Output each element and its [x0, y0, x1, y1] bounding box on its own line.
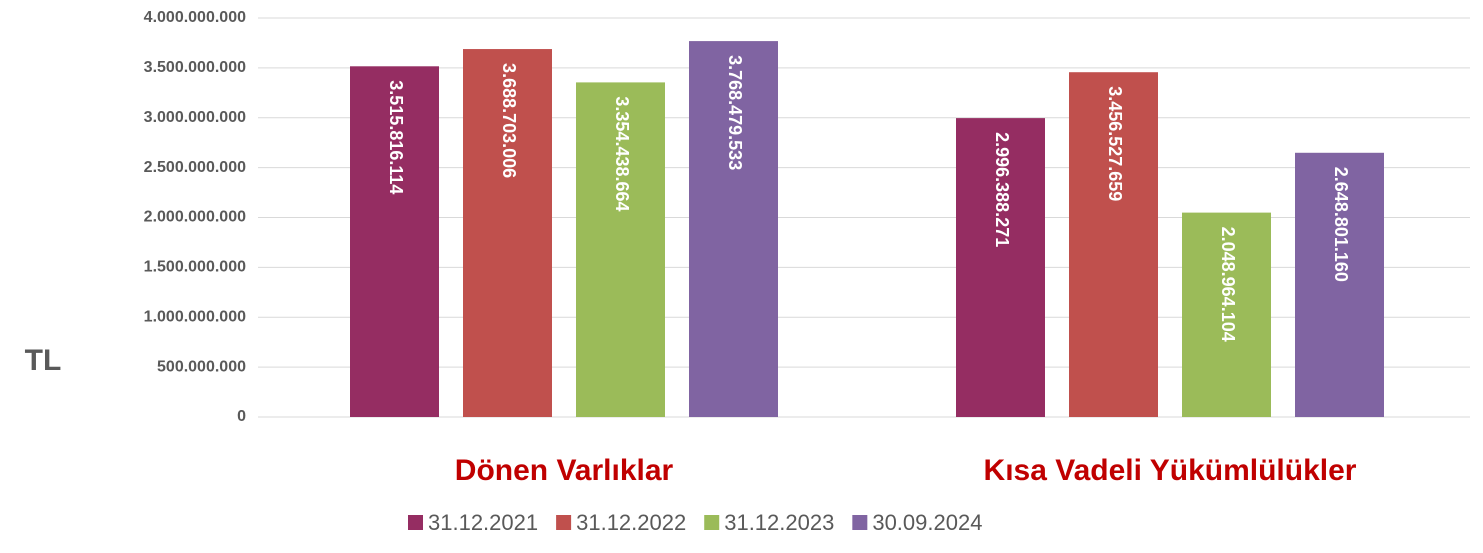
category-label: Kısa Vadeli Yükümlülükler: [984, 454, 1357, 487]
bar: [689, 41, 778, 417]
bar: [576, 82, 665, 417]
y-tick-label: 1.500.000.000: [144, 259, 246, 276]
legend-swatch: [852, 515, 868, 530]
legend-swatch: [408, 515, 423, 530]
legend-label: 31.12.2023: [724, 510, 834, 535]
legend-label: 31.12.2021: [428, 510, 538, 535]
bar: [956, 118, 1045, 418]
y-tick-label: 2.000.000.000: [144, 209, 246, 226]
data-label: 3.688.703.006: [499, 63, 519, 178]
y-tick-label: 500.000.000: [157, 358, 246, 375]
bar: [1295, 152, 1384, 417]
legend-label: 31.12.2022: [576, 510, 686, 535]
y-tick-label: 1.000.000.000: [144, 308, 246, 325]
bar: [350, 66, 439, 418]
data-label: 2.996.388.271: [992, 132, 1012, 247]
category-label: Dönen Varlıklar: [455, 454, 674, 487]
legend-swatch: [556, 515, 572, 530]
y-tick-label: 3.500.000.000: [144, 59, 246, 76]
bar: [1069, 72, 1158, 417]
data-label: 2.048.964.104: [1218, 227, 1238, 342]
bar: [1182, 212, 1271, 417]
data-label: 3.354.438.664: [612, 96, 632, 211]
bar: [463, 49, 552, 417]
legend-label: 30.09.2024: [872, 510, 982, 535]
y-tick-label: 0: [237, 408, 246, 425]
y-tick-label: 4.000.000.000: [144, 9, 246, 26]
y-axis-label: TL: [25, 344, 62, 377]
y-tick-label: 2.500.000.000: [144, 159, 246, 176]
y-tick-label: 3.000.000.000: [144, 109, 246, 126]
data-label: 3.456.527.659: [1105, 86, 1125, 201]
legend-swatch: [704, 515, 720, 530]
data-label: 3.515.816.114: [386, 80, 406, 194]
data-label: 2.648.801.160: [1331, 167, 1351, 282]
data-label: 3.768.479.533: [725, 55, 745, 170]
